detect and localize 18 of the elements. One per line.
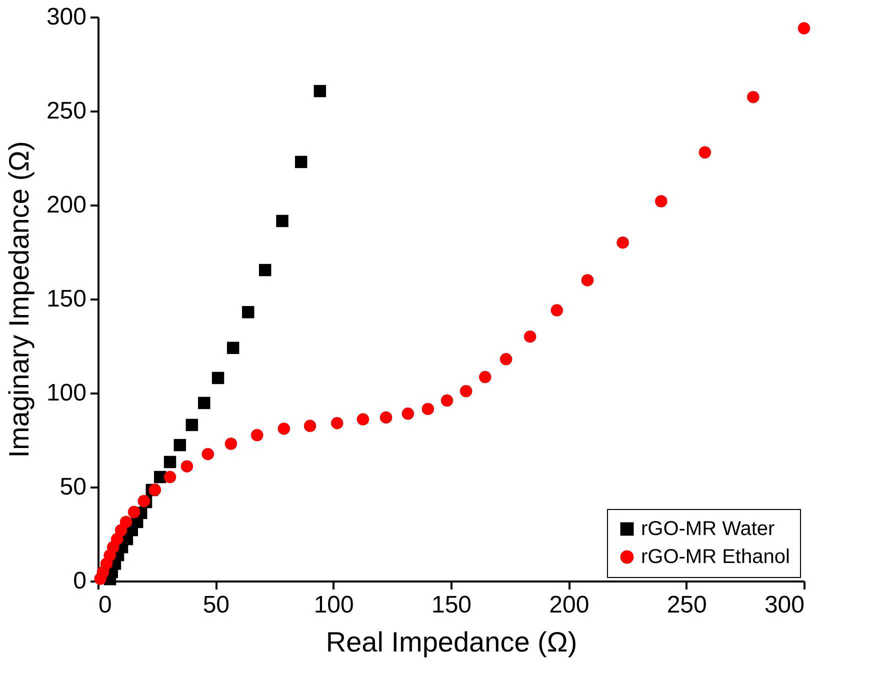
y-tick-label: 0 (73, 568, 86, 594)
x-tick-label: 200 (549, 592, 590, 618)
y-tick-label: 250 (46, 98, 86, 124)
x-tick-label: 100 (314, 592, 354, 618)
y-tick-label: 200 (46, 192, 86, 218)
y-axis-title: Imaginary Impedance (Ω) (3, 141, 34, 458)
x-tick-label: 300 (764, 592, 804, 618)
x-tick-label: 250 (666, 592, 707, 618)
x-tick-label: 150 (431, 592, 472, 618)
y-tick-label: 300 (46, 4, 86, 30)
legend-label: rGO-MR Ethanol (641, 546, 790, 568)
x-tick-label: 0 (98, 592, 112, 618)
x-tick-label: 50 (202, 592, 230, 618)
legend-label: rGO-MR Water (641, 518, 776, 540)
y-tick-label: 150 (46, 286, 86, 312)
y-tick-label: 100 (46, 380, 86, 406)
y-tick-label: 50 (60, 474, 86, 500)
x-axis-title: Real Impedance (Ω) (326, 626, 578, 658)
